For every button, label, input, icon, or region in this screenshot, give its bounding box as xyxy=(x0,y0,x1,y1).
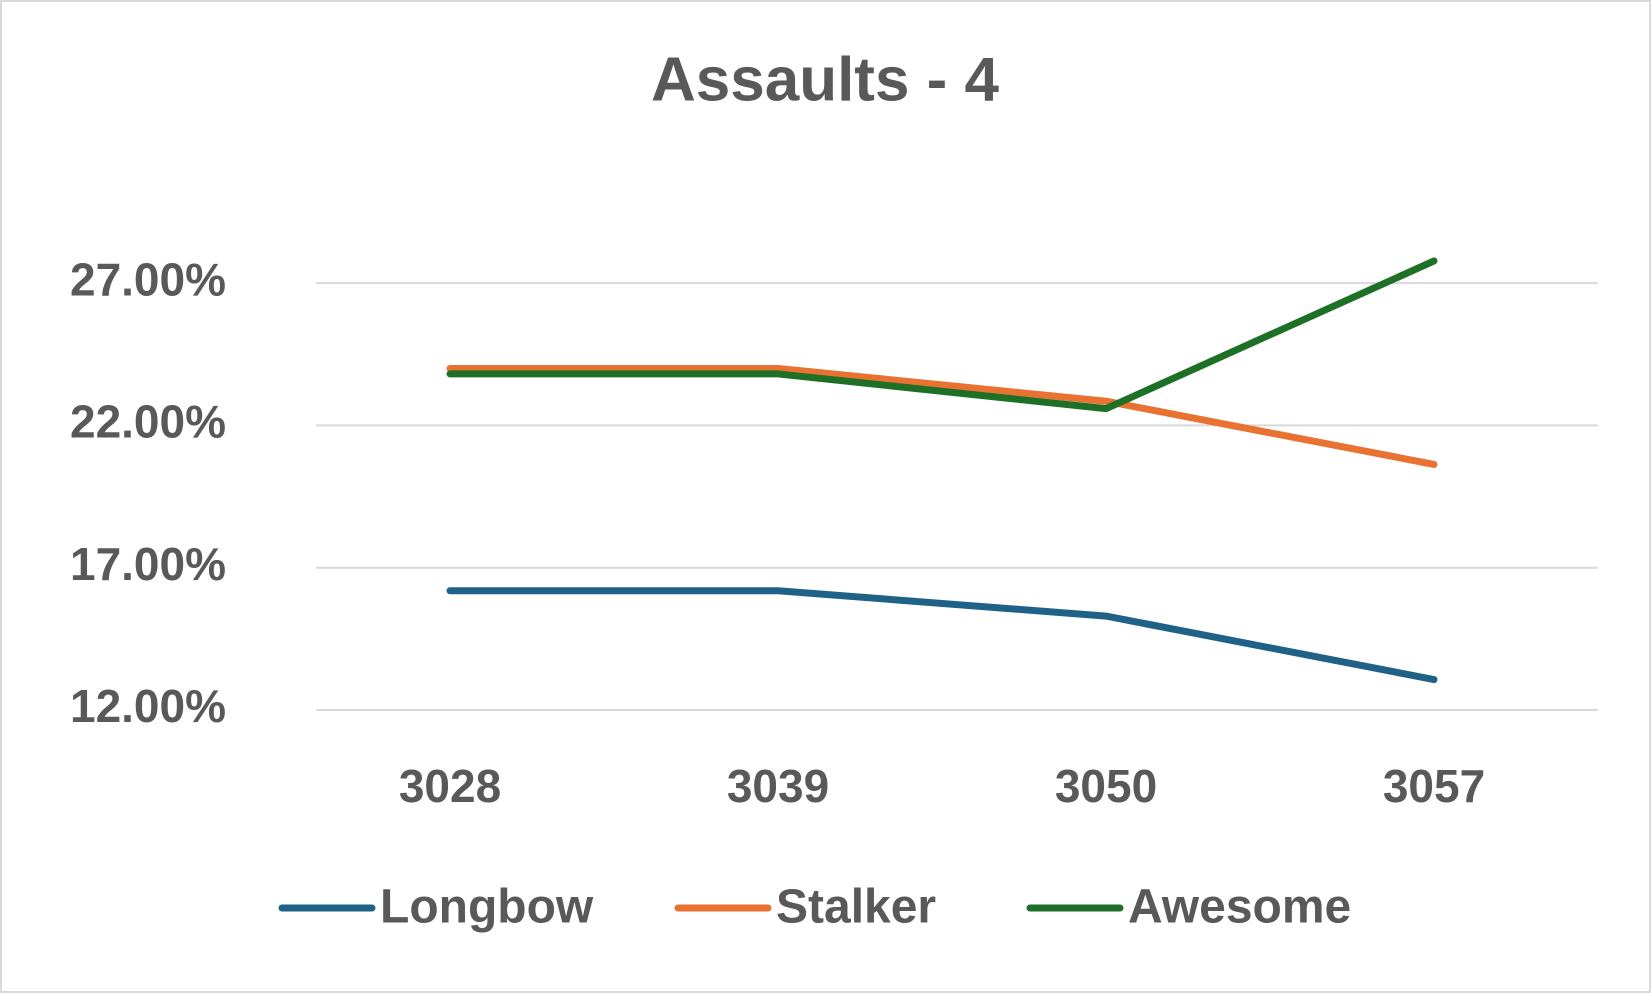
series-line xyxy=(446,257,1438,413)
y-tick-label: 12.00% xyxy=(70,680,226,732)
series-line xyxy=(446,365,1438,468)
legend-label: Longbow xyxy=(380,881,594,934)
x-tick-label: 3039 xyxy=(727,760,829,812)
chart-title: Assaults - 4 xyxy=(651,45,1000,114)
x-tick-label: 3028 xyxy=(399,760,501,812)
y-tick-label: 17.00% xyxy=(70,538,226,590)
legend-label: Awesome xyxy=(1128,881,1351,934)
x-tick-label: 3057 xyxy=(1383,760,1485,812)
legend-label: Stalker xyxy=(776,881,936,934)
y-tick-label: 27.00% xyxy=(70,253,226,305)
x-tick-label: 3050 xyxy=(1055,760,1157,812)
y-tick-label: 22.00% xyxy=(70,396,226,448)
series-line xyxy=(446,587,1438,684)
